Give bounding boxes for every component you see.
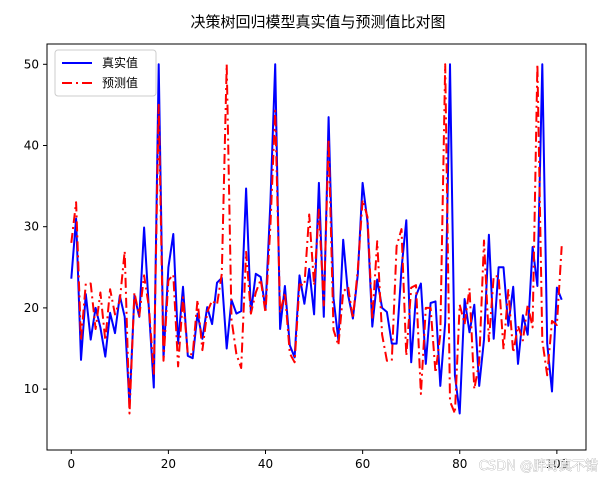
chart-title: 决策树回归模型真实值与预测值比对图 <box>190 13 445 31</box>
plot-lines <box>70 63 563 415</box>
legend-box <box>54 49 157 97</box>
y-tick-label: 10 <box>24 382 39 396</box>
plot-frame <box>46 43 587 451</box>
legend-label-1: 真实值 <box>102 55 138 70</box>
x-tick-label: 100 <box>545 457 568 471</box>
y-tick-label: 40 <box>24 139 39 153</box>
series-line-2 <box>70 63 563 415</box>
y-axis: 10 20 30 40 50 <box>24 57 47 396</box>
x-tick-label: 80 <box>452 457 467 471</box>
x-tick-label: 60 <box>355 457 370 471</box>
series-line-1 <box>70 63 563 415</box>
x-tick-label: 20 <box>161 457 176 471</box>
legend-label-2: 预测值 <box>102 75 138 90</box>
y-tick-label: 30 <box>24 220 39 234</box>
x-tick-label: 0 <box>67 457 75 471</box>
watermark: CSDN @胖哥真不错 <box>479 459 598 474</box>
x-tick-label: 40 <box>258 457 273 471</box>
y-tick-label: 50 <box>24 57 39 71</box>
y-tick-label: 20 <box>24 301 39 315</box>
x-axis: 0 20 40 60 80 100 <box>67 450 568 471</box>
